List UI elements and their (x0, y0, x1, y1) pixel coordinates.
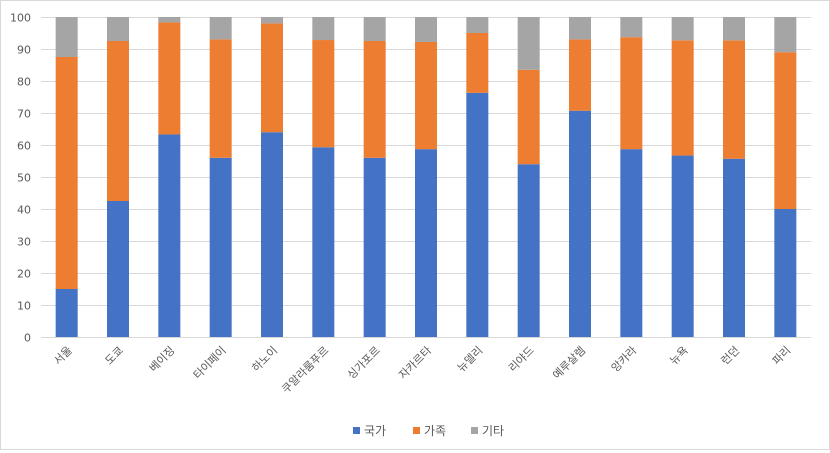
x-tick-label: 서울 (51, 344, 75, 368)
bar-segment (774, 52, 797, 210)
x-tick-label: 런던 (719, 344, 743, 368)
legend-label: 국가 (364, 424, 386, 438)
bar-segment (107, 41, 129, 201)
y-tick-label: 80 (17, 76, 31, 89)
legend-item: 국가 (353, 424, 386, 438)
x-tick-label: 자카르타 (396, 344, 434, 382)
bar-segment (671, 17, 694, 41)
bar-segment (466, 17, 489, 33)
y-tick-label: 0 (24, 332, 31, 345)
bar-segment (312, 147, 335, 337)
bar-segment (363, 41, 386, 158)
y-tick-label: 70 (17, 108, 31, 121)
y-tick-label: 90 (17, 44, 31, 57)
bar-segment (774, 17, 797, 53)
y-tick-label: 10 (17, 300, 31, 313)
bar-segment (312, 40, 335, 148)
x-tick-label: 베이징 (147, 344, 178, 375)
bar-segment (55, 57, 78, 289)
bar-segment (620, 37, 643, 150)
bar-segment (209, 157, 232, 337)
x-tick-label: 쿠알라룸푸르 (279, 343, 332, 396)
x-tick-label: 타이페이 (191, 344, 229, 382)
bar-segment (415, 41, 437, 150)
bar-segment (569, 39, 591, 111)
bar-segment (363, 157, 386, 337)
x-tick-label: 리야드 (506, 344, 537, 375)
y-tick-label: 50 (17, 172, 31, 185)
bar-segment (517, 69, 540, 165)
x-axis: 서울 도쿄 베이징 타이페이 하노이 쿠알라룸푸르 싱가포르 자카르타 뉴델리 리야드 예루살렘 앙카… (41, 337, 811, 396)
bar-segment (517, 17, 540, 70)
bar-segment (723, 40, 745, 159)
bar-segment (261, 23, 283, 133)
legend-label: 기타 (482, 424, 504, 438)
x-tick-label: 하노이 (249, 343, 280, 374)
bars (55, 17, 797, 337)
legend-label: 가족 (424, 424, 446, 438)
bar-segment (158, 22, 181, 135)
legend: 국가 가족 기타 (353, 424, 504, 438)
bar-segment (569, 110, 591, 337)
bar-segment (517, 164, 540, 337)
y-tick-label: 100 (10, 12, 31, 25)
bar-segment (466, 92, 489, 337)
bar-segment (209, 39, 232, 158)
bar-segment (209, 17, 232, 40)
bar-segment (261, 132, 283, 337)
legend-item: 기타 (471, 424, 504, 438)
bar-segment (620, 149, 643, 337)
bar-segment (415, 17, 437, 42)
bar-segment (107, 201, 129, 337)
bar-segment (671, 40, 694, 156)
bar-segment (723, 17, 745, 41)
bar-segment (261, 17, 283, 24)
y-tick-label: 40 (17, 204, 31, 217)
x-tick-label: 예루살렘 (550, 344, 588, 382)
bar-segment (55, 17, 78, 57)
bar-segment (723, 158, 745, 337)
legend-item: 가족 (413, 424, 446, 438)
bar-segment (158, 134, 181, 337)
bar-segment (415, 149, 437, 337)
bar-segment (158, 17, 181, 23)
legend-swatch (471, 427, 478, 434)
bar-segment (671, 155, 694, 337)
x-tick-label: 싱가포르 (345, 344, 383, 382)
y-tick-label: 30 (17, 236, 31, 249)
x-tick-label: 파리 (770, 344, 794, 368)
legend-swatch (353, 427, 360, 434)
bar-segment (620, 17, 643, 38)
bar-segment (55, 289, 78, 337)
x-tick-label: 앙카라 (609, 344, 640, 375)
y-tick-label: 20 (17, 268, 31, 281)
bar-segment (569, 17, 591, 40)
legend-swatch (413, 427, 420, 434)
x-tick-label: 뉴욕 (667, 344, 691, 368)
bar-segment (107, 17, 129, 41)
bar-segment (774, 209, 797, 337)
x-tick-label: 뉴델리 (455, 344, 486, 375)
bar-segment (466, 33, 489, 93)
y-tick-label: 60 (17, 140, 31, 153)
x-tick-label: 도쿄 (103, 344, 127, 368)
bar-segment (363, 17, 386, 41)
y-axis: 0 10 20 30 40 50 60 70 80 90 100 (10, 12, 31, 345)
bar-segment (312, 17, 335, 41)
